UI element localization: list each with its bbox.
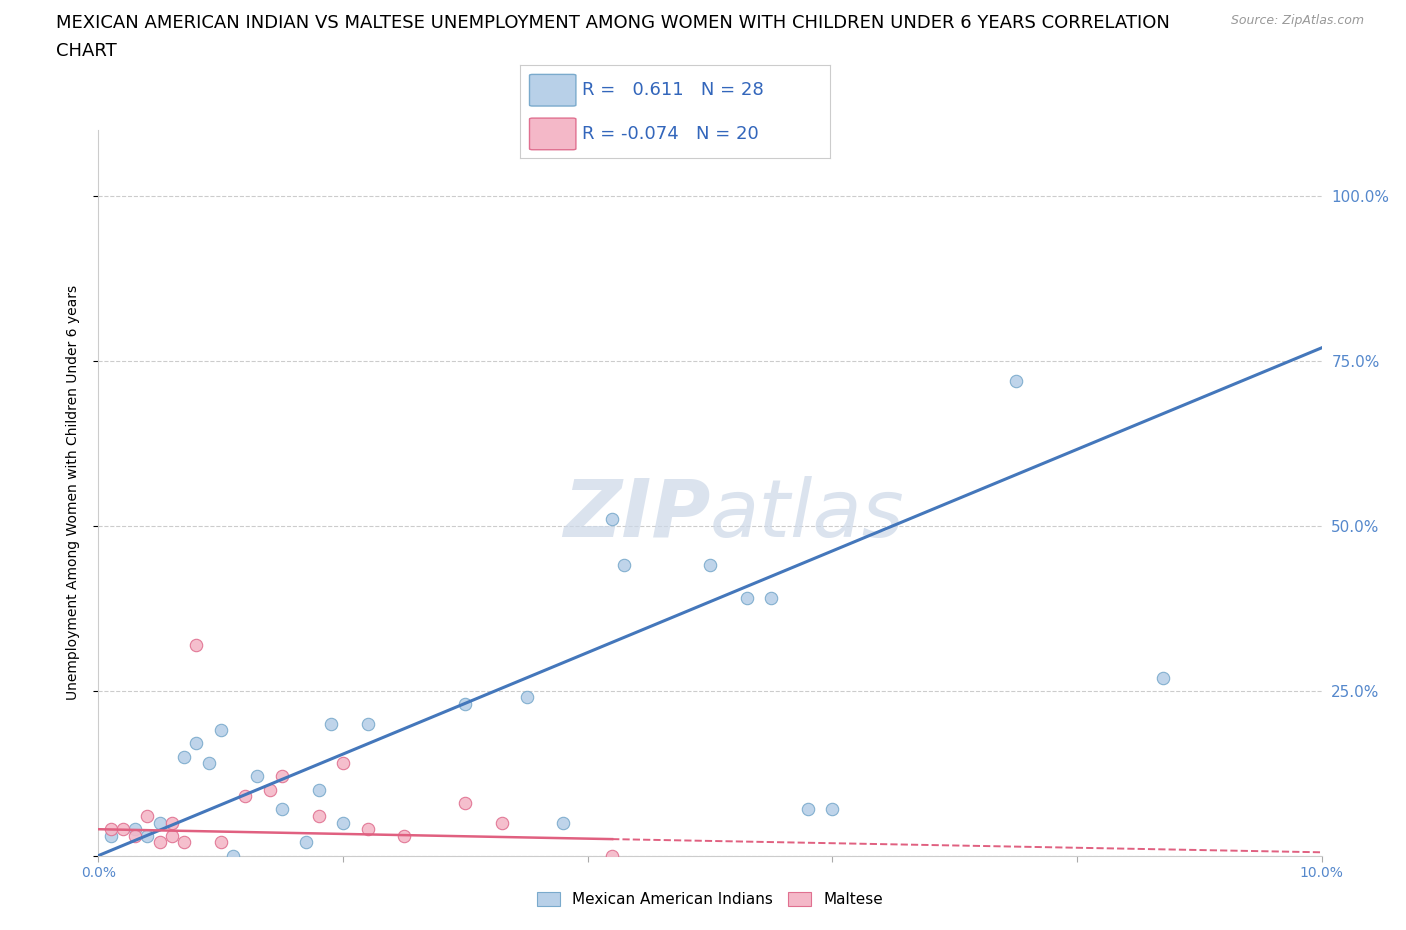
Point: [136, 829, 159, 844]
Point: [173, 750, 195, 764]
Point: [197, 756, 219, 771]
Point: [160, 829, 183, 844]
Point: [270, 769, 292, 784]
Legend: Mexican American Indians, Maltese: Mexican American Indians, Maltese: [531, 886, 889, 913]
Point: [319, 716, 342, 731]
Point: [246, 769, 269, 784]
Point: [149, 816, 172, 830]
Text: CHART: CHART: [56, 42, 117, 60]
Point: [209, 835, 232, 850]
Point: [270, 802, 292, 817]
Point: [392, 829, 416, 844]
Point: [332, 816, 354, 830]
Point: [136, 808, 159, 823]
Y-axis label: Unemployment Among Women with Children Under 6 years: Unemployment Among Women with Children U…: [66, 286, 80, 700]
Text: atlas: atlas: [710, 475, 905, 553]
Point: [821, 802, 844, 817]
FancyBboxPatch shape: [530, 74, 576, 106]
Point: [124, 829, 146, 844]
Point: [222, 848, 245, 863]
Text: ZIP: ZIP: [562, 475, 710, 553]
Text: R =   0.611   N = 28: R = 0.611 N = 28: [582, 81, 763, 100]
Point: [186, 637, 208, 652]
Point: [160, 816, 183, 830]
FancyBboxPatch shape: [530, 118, 576, 150]
Point: [100, 829, 122, 844]
Point: [1152, 671, 1174, 685]
Point: [295, 835, 318, 850]
Point: [613, 558, 636, 573]
Point: [699, 558, 721, 573]
Point: [233, 789, 256, 804]
Point: [553, 816, 575, 830]
Point: [124, 822, 146, 837]
Text: MEXICAN AMERICAN INDIAN VS MALTESE UNEMPLOYMENT AMONG WOMEN WITH CHILDREN UNDER : MEXICAN AMERICAN INDIAN VS MALTESE UNEMP…: [56, 14, 1170, 32]
Point: [735, 591, 758, 605]
Text: Source: ZipAtlas.com: Source: ZipAtlas.com: [1230, 14, 1364, 27]
Point: [308, 782, 330, 797]
Point: [600, 512, 623, 526]
Point: [111, 822, 134, 837]
Point: [100, 822, 122, 837]
Point: [186, 736, 208, 751]
Point: [259, 782, 281, 797]
Point: [454, 697, 477, 711]
Point: [759, 591, 782, 605]
Point: [516, 690, 538, 705]
Point: [356, 716, 378, 731]
Text: R = -0.074   N = 20: R = -0.074 N = 20: [582, 125, 759, 143]
Point: [209, 723, 232, 737]
Point: [308, 808, 330, 823]
Point: [149, 835, 172, 850]
Point: [600, 848, 623, 863]
Point: [454, 795, 477, 810]
Point: [173, 835, 195, 850]
Point: [332, 756, 354, 771]
Point: [356, 822, 378, 837]
Point: [797, 802, 820, 817]
Point: [491, 816, 513, 830]
Point: [1004, 373, 1026, 388]
